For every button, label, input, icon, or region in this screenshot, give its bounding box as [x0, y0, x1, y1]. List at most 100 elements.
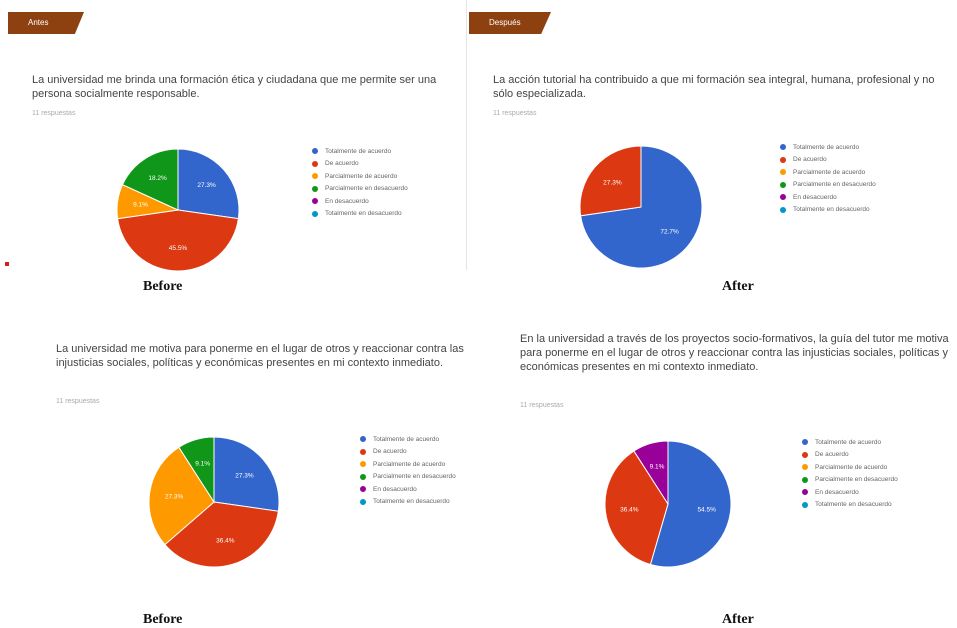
legend-item: Parcialmente de acuerdo: [780, 166, 876, 179]
legend-label: Totalmente en desacuerdo: [815, 501, 892, 509]
legend-item: Totalmente en desacuerdo: [312, 208, 408, 221]
legend-swatch: [312, 185, 318, 192]
slice-label: 36.4%: [620, 507, 639, 514]
legend-swatch: [360, 436, 366, 443]
legend-label: Parcialmente en desacuerdo: [325, 185, 408, 193]
legend: Totalmente de acuerdo De acuerdo Parcialme…: [780, 141, 876, 216]
legend-swatch: [780, 144, 786, 151]
legend-item: De acuerdo: [312, 158, 408, 171]
legend-swatch: [312, 198, 318, 205]
pie-chart: 27.3% 45.5% 9.1% 18.2%: [116, 148, 240, 272]
legend-swatch: [802, 451, 808, 458]
legend-swatch: [802, 476, 808, 483]
legend-item: En desacuerdo: [802, 486, 898, 499]
legend-item: Parcialmente de acuerdo: [360, 458, 456, 471]
legend-swatch: [360, 448, 366, 455]
pie-slice: [117, 209, 239, 272]
chart-panel-after-1: Después La acción tutorial ha contribuid…: [466, 0, 957, 270]
chart-panel-before-1: Antes La universidad me brinda una forma…: [0, 0, 462, 272]
legend-swatch: [802, 489, 808, 496]
legend-swatch: [780, 156, 786, 163]
response-count: 11 respuestas: [493, 110, 537, 117]
caption-after: After: [722, 612, 754, 627]
caption-after: After: [722, 279, 754, 294]
legend-label: Totalmente en desacuerdo: [793, 206, 870, 214]
slice-label: 18.2%: [148, 175, 167, 182]
legend-item: En desacuerdo: [780, 191, 876, 204]
legend: Totalmente de acuerdo De acuerdo Parcialme…: [360, 433, 456, 508]
legend-item: Totalmente de acuerdo: [802, 436, 898, 449]
pie-slice: [213, 436, 280, 512]
legend-label: Totalmente de acuerdo: [325, 147, 392, 155]
legend-label: De acuerdo: [325, 160, 359, 168]
legend: Totalmente de acuerdo De acuerdo Parcialme…: [802, 436, 898, 511]
caption-before: Before: [143, 279, 183, 294]
legend-label: Parcialmente en desacuerdo: [815, 476, 898, 484]
question-title: La acción tutorial ha contribuido a que …: [493, 74, 935, 100]
pie-slice: [148, 446, 215, 546]
legend-item: Totalmente de acuerdo: [312, 145, 408, 158]
chart-panel-after-2: En la universidad a través de los proyec…: [484, 322, 957, 592]
legend-swatch: [780, 181, 786, 188]
slice-label: 45.5%: [169, 245, 188, 252]
antes-tag: Antes: [8, 12, 84, 34]
legend-label: Totalmente en desacuerdo: [373, 498, 450, 506]
response-count: 11 respuestas: [32, 110, 76, 117]
pie-chart: 27.3% 36.4% 27.3% 9.1%: [148, 436, 280, 568]
legend-item: De acuerdo: [360, 446, 456, 459]
slice-label: 9.1%: [650, 464, 665, 471]
slice-label: 27.3%: [603, 179, 622, 186]
legend-label: De acuerdo: [793, 156, 827, 164]
pie-slice: [164, 501, 279, 568]
slice-label: 27.3%: [165, 493, 184, 500]
slice-label: 9.1%: [133, 202, 148, 209]
legend-item: Totalmente de acuerdo: [780, 141, 876, 154]
legend-item: Parcialmente en desacuerdo: [360, 471, 456, 484]
response-count: 11 respuestas: [520, 402, 564, 409]
legend: Totalmente de acuerdo De acuerdo Parcialme…: [312, 145, 408, 220]
legend-item: En desacuerdo: [312, 195, 408, 208]
legend-label: Parcialmente de acuerdo: [815, 463, 888, 471]
pie-slice: [604, 450, 669, 566]
legend-swatch: [312, 173, 318, 180]
legend-label: Totalmente de acuerdo: [373, 435, 440, 443]
stray-dot: [5, 262, 9, 266]
slice-label: 27.3%: [235, 473, 254, 480]
legend-label: De acuerdo: [815, 451, 849, 459]
legend-label: En desacuerdo: [373, 485, 417, 493]
response-count: 11 respuestas: [56, 398, 100, 405]
legend-swatch: [312, 160, 318, 167]
pie-slice: [121, 148, 179, 211]
slice-label: 72.7%: [660, 229, 679, 236]
legend-item: Parcialmente en desacuerdo: [780, 179, 876, 192]
pie-slice: [579, 145, 642, 217]
legend-swatch: [802, 501, 808, 508]
legend-label: Totalmente de acuerdo: [815, 438, 882, 446]
legend-swatch: [780, 169, 786, 176]
legend-item: Parcialmente en desacuerdo: [802, 474, 898, 487]
legend-label: Totalmente en desacuerdo: [325, 210, 402, 218]
legend-label: Parcialmente de acuerdo: [325, 172, 398, 180]
legend-item: En desacuerdo: [360, 483, 456, 496]
legend-swatch: [360, 498, 366, 505]
legend-swatch: [802, 464, 808, 471]
pie-chart: 54.5% 36.4% 9.1%: [604, 440, 732, 568]
question-title: En la universidad a través de los proyec…: [520, 333, 949, 373]
legend-label: Parcialmente de acuerdo: [373, 460, 446, 468]
legend-item: Totalmente en desacuerdo: [360, 496, 456, 509]
pie-slice: [177, 148, 240, 220]
legend-label: De acuerdo: [373, 448, 407, 456]
legend-item: Totalmente en desacuerdo: [780, 204, 876, 217]
legend-label: Parcialmente en desacuerdo: [793, 181, 876, 189]
legend-item: Parcialmente de acuerdo: [312, 170, 408, 183]
legend-swatch: [780, 206, 786, 213]
caption-before: Before: [143, 612, 183, 627]
slice-label: 9.1%: [195, 460, 210, 467]
pie-chart: 72.7% 27.3%: [579, 145, 703, 269]
chart-panel-before-2: La universidad me motiva para ponerme en…: [0, 322, 482, 592]
legend-item: Totalmente de acuerdo: [360, 433, 456, 446]
legend-swatch: [312, 148, 318, 155]
slice-label: 27.3%: [197, 182, 216, 189]
legend-item: De acuerdo: [780, 154, 876, 167]
pie-slice: [649, 440, 732, 568]
